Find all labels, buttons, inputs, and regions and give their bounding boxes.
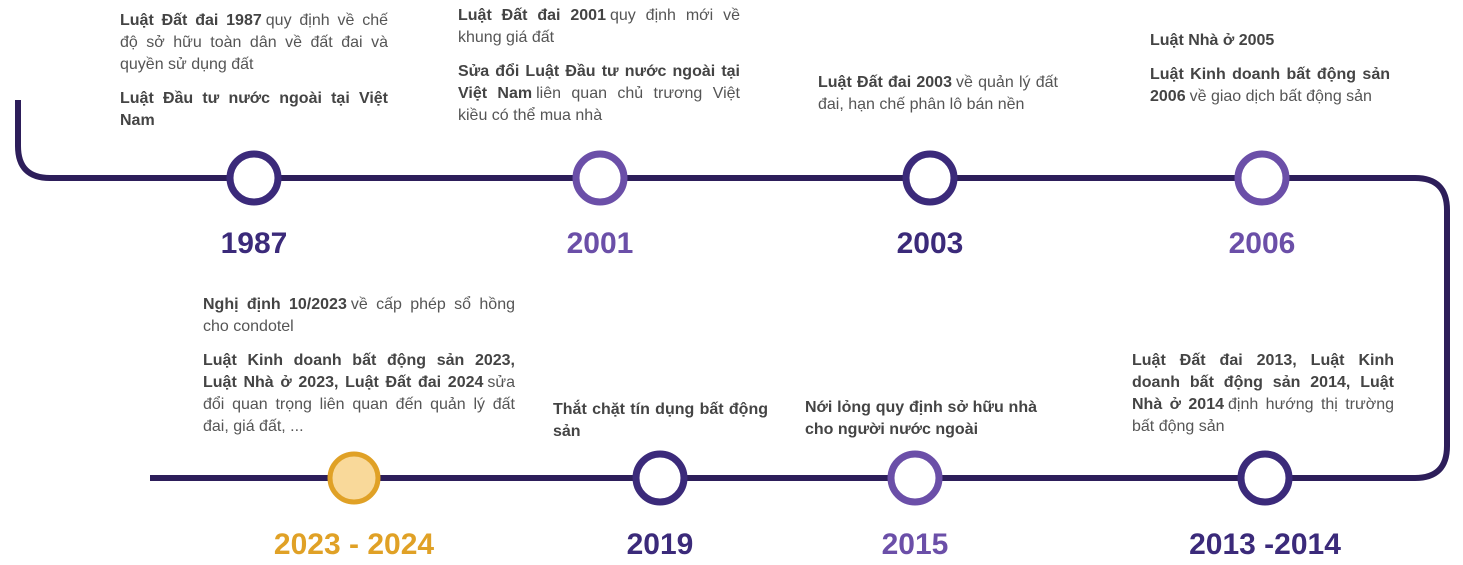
paragraph: Luật Đầu tư nước ngoài tại Việt Nam <box>120 88 388 132</box>
milestone-dot <box>632 450 688 506</box>
text: về giao dịch bất động sản <box>1189 88 1372 105</box>
text: quy định về chế độ sở hữu toàn dân về đấ… <box>120 12 389 73</box>
paragraph: Luật Kinh doanh bất động sản 2006 về giao… <box>1150 64 1390 108</box>
bold-text: Luật Đất đai 2013, Luật Kinh doanh bất đ… <box>1132 352 1394 413</box>
year-label: 2003 <box>896 227 964 260</box>
text: quy định mới về khung giá đất <box>458 7 740 46</box>
year-label: 2001 <box>566 227 634 260</box>
paragraph: Luật Đất đai 2013, Luật Kinh doanh bất đ… <box>1132 350 1394 438</box>
bold-text: Luật Đầu tư nước ngoài tại Việt Nam <box>120 90 388 129</box>
paragraph: Luật Kinh doanh bất động sản 2023, Luật … <box>203 350 515 438</box>
milestone-description: Luật Đất đai 2001 quy định mới về khung g… <box>458 5 740 139</box>
paragraph: Luật Đất đai 2003 về quản lý đất đai, hạn… <box>818 72 1058 116</box>
paragraph: Luật Nhà ở 2005 <box>1150 30 1390 52</box>
milestone-dot <box>902 150 958 206</box>
milestone-dot <box>226 150 282 206</box>
text: về cấp phép sổ hồng cho condotel <box>203 296 515 335</box>
bold-text: Luật Kinh doanh bất động sản 2006 <box>1150 66 1390 105</box>
milestone-dot <box>572 150 628 206</box>
text: về quản lý đất đai, hạn chế phân lô bán … <box>818 74 1058 113</box>
milestone-description: Luật Đất đai 2003 về quản lý đất đai, hạn… <box>818 72 1058 128</box>
milestone-description: Thắt chặt tín dụng bất động sản <box>553 399 768 455</box>
paragraph: Luật Đất đai 1987 quy định về chế độ sở h… <box>120 10 388 76</box>
bold-text: Sửa đổi Luật Đầu tư nước ngoài tại Việt … <box>458 63 740 102</box>
bold-text: Luật Đất đai 1987 <box>120 12 262 29</box>
year-label: 1987 <box>220 227 288 260</box>
bold-text: Nghị định 10/2023 <box>203 296 347 313</box>
milestone-description: Luật Đất đai 2013, Luật Kinh doanh bất đ… <box>1132 350 1394 450</box>
paragraph: Thắt chặt tín dụng bất động sản <box>553 399 768 443</box>
text: định hướng thị trường bất động sản <box>1132 396 1395 435</box>
text: sửa đổi quan trọng liên quan đến quản lý… <box>203 374 515 435</box>
milestone-description: Luật Nhà ở 2005 Luật Kinh doanh bất động … <box>1150 30 1390 120</box>
bold-text: Luật Đất đai 2001 <box>458 7 606 24</box>
timeline-line <box>15 100 1450 481</box>
year-label: 2015 <box>881 528 949 561</box>
paragraph: Sửa đổi Luật Đầu tư nước ngoài tại Việt … <box>458 61 740 127</box>
paragraph: Nghị định 10/2023 về cấp phép sổ hồng cho… <box>203 294 515 338</box>
milestone-description: Nới lỏng quy định sở hữu nhà cho người n… <box>805 397 1037 453</box>
bold-text: Luật Kinh doanh bất động sản 2023, Luật … <box>203 352 515 391</box>
milestone-dot <box>327 451 381 505</box>
paragraph: Luật Đất đai 2001 quy định mới về khung g… <box>458 5 740 49</box>
bold-text: Nới lỏng quy định sở hữu nhà cho người n… <box>805 399 1037 438</box>
year-label: 2019 <box>626 528 694 561</box>
milestone-description: Luật Đất đai 1987 quy định về chế độ sở h… <box>120 10 388 144</box>
year-label: 2023 - 2024 <box>273 528 435 561</box>
bold-text: Luật Nhà ở 2005 <box>1150 32 1275 49</box>
paragraph: Nới lỏng quy định sở hữu nhà cho người n… <box>805 397 1037 441</box>
year-label: 2013 -2014 <box>1189 528 1341 561</box>
text: liên quan chủ trương Việt kiều có thể mu… <box>458 85 740 124</box>
bold-text: Thắt chặt tín dụng bất động sản <box>553 401 768 440</box>
bold-text: Luật Đất đai 2003 <box>818 74 952 91</box>
milestone-dot <box>887 450 943 506</box>
milestone-description: Nghị định 10/2023 về cấp phép sổ hồng cho… <box>203 294 515 450</box>
milestone-dot <box>1237 450 1293 506</box>
year-label: 2006 <box>1228 227 1296 260</box>
milestone-dot <box>1234 150 1290 206</box>
